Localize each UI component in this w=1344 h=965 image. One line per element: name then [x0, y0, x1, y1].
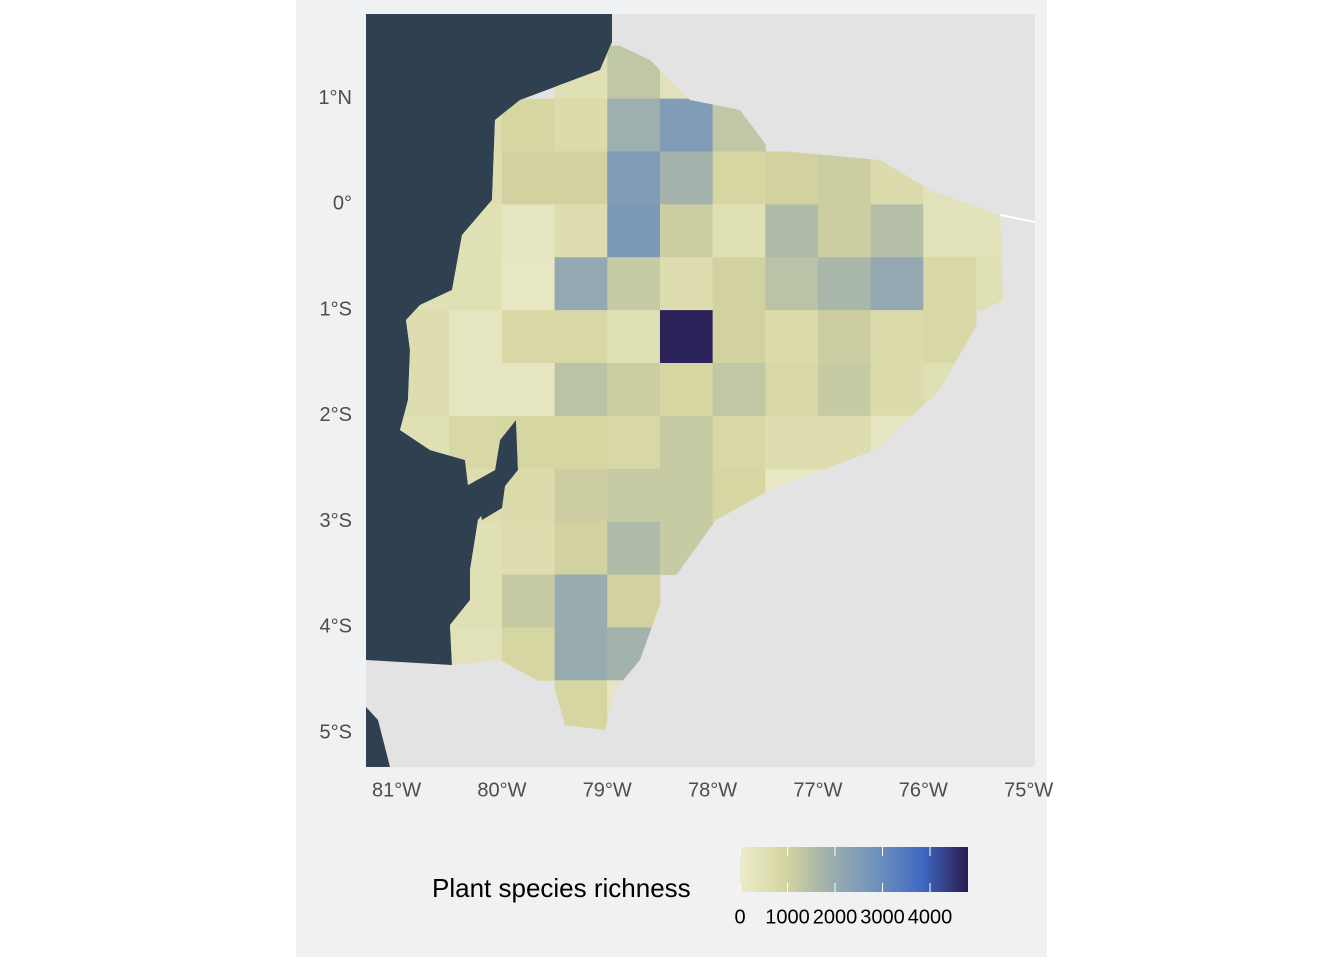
border: [999, 214, 1036, 223]
cell: [765, 204, 819, 258]
cell: [449, 310, 503, 364]
cell: [607, 151, 661, 205]
y-tick-label: 0°: [333, 193, 352, 215]
cell: [923, 204, 977, 258]
cell: [817, 257, 872, 311]
cell: [765, 151, 819, 205]
cell: [765, 363, 819, 417]
cell: [501, 98, 556, 152]
cell: [976, 257, 1003, 311]
ocean: [366, 14, 612, 665]
cell: [501, 257, 556, 311]
cell: [554, 574, 608, 628]
cell: [765, 415, 819, 470]
y-tick-label: 5°S: [320, 721, 352, 743]
cell: [554, 310, 608, 364]
cell: [501, 574, 556, 628]
cell: [554, 627, 608, 681]
cell: [449, 363, 503, 417]
legend-tick-label: 0: [734, 906, 745, 928]
cell: [554, 415, 608, 470]
cell: [554, 151, 608, 205]
x-tick-label: 78°W: [688, 779, 737, 801]
cell: [607, 204, 661, 258]
cell: [659, 151, 714, 205]
cell: [607, 468, 661, 523]
cell: [712, 257, 766, 311]
y-tick-label: 3°S: [320, 510, 352, 532]
legend-tick-label: 4000: [908, 906, 953, 928]
cell: [870, 310, 924, 364]
y-tick-label: 4°S: [320, 616, 352, 638]
cell: [659, 310, 714, 364]
cell: [870, 257, 924, 311]
cell: [712, 151, 766, 205]
cell: [817, 310, 872, 364]
cell: [817, 363, 872, 417]
cell: [607, 363, 661, 417]
cell: [501, 310, 556, 364]
x-tick-label: 79°W: [583, 779, 632, 801]
cell: [659, 415, 714, 470]
cell: [765, 310, 819, 364]
cell: [712, 204, 766, 258]
cell: [659, 204, 714, 258]
island: [478, 486, 505, 520]
cell: [607, 257, 661, 311]
cell: [554, 98, 608, 152]
x-tick-label: 77°W: [793, 779, 842, 801]
cell: [712, 310, 766, 364]
cell: [554, 363, 608, 417]
cell: [659, 257, 714, 311]
y-tick-label: 1°S: [320, 298, 352, 320]
ocean: [366, 707, 390, 767]
y-tick-label: 1°N: [318, 87, 352, 109]
legend-title: Plant species richness: [432, 873, 691, 903]
x-tick-label: 80°W: [477, 779, 526, 801]
cell: [659, 98, 714, 152]
cell: [870, 363, 924, 417]
cell: [607, 574, 661, 628]
x-tick-label: 75°W: [1004, 779, 1053, 801]
cell: [554, 257, 608, 311]
legend-tick-label: 1000: [765, 906, 810, 928]
cell: [765, 257, 819, 311]
legend-tick-label: 3000: [860, 906, 905, 928]
cell: [554, 521, 608, 576]
cell: [607, 310, 661, 364]
y-tick-label: 2°S: [320, 404, 352, 426]
cell: [501, 151, 556, 205]
cell: [817, 151, 872, 205]
cell: [554, 468, 608, 523]
cell: [659, 468, 714, 523]
cell: [607, 98, 661, 152]
cell: [554, 204, 608, 258]
cell: [607, 415, 661, 470]
cell: [923, 257, 977, 311]
cell: [870, 204, 924, 258]
cell: [501, 521, 556, 576]
legend-tick-label: 2000: [813, 906, 858, 928]
cell: [501, 363, 556, 417]
cell: [659, 363, 714, 417]
cell: [501, 204, 556, 258]
x-tick-label: 81°W: [372, 779, 421, 801]
cell: [449, 257, 503, 311]
legend-bar: [740, 847, 968, 892]
cell: [712, 363, 766, 417]
cell: [712, 415, 766, 470]
x-tick-label: 76°W: [899, 779, 948, 801]
cell: [817, 204, 872, 258]
cell: [607, 521, 661, 576]
